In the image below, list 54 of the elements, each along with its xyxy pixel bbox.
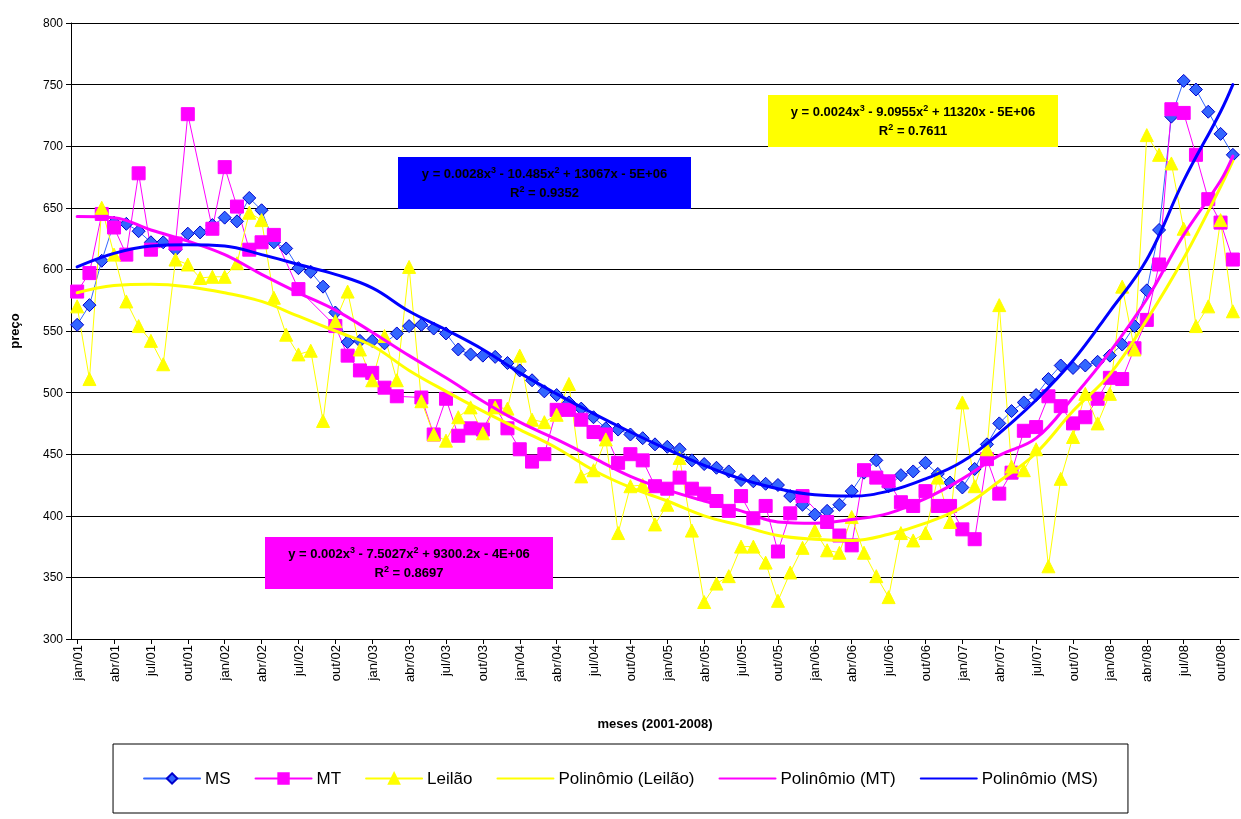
x-tick-label: jul/03 bbox=[438, 645, 454, 678]
x-axis-title: meses (2001-2008) bbox=[597, 716, 713, 731]
y-tick-label: 450 bbox=[42, 447, 64, 462]
x-tick-label: abr/06 bbox=[844, 645, 860, 682]
y-tick-label: 700 bbox=[42, 139, 64, 154]
x-tick-label: jan/03 bbox=[364, 645, 380, 682]
x-tick-label: abr/02 bbox=[254, 645, 270, 682]
x-tick-label: out/06 bbox=[917, 645, 933, 682]
equation-box: y = 0.002x$^{3}$ - 7.5027x$^{2}$ + 9300.2x - 4E+06 R$^{2}$ = 0.8697 bbox=[265, 537, 553, 589]
y-tick-label: 300 bbox=[42, 632, 64, 646]
x-tick-label: abr/03 bbox=[401, 645, 417, 682]
x-tick-label: abr/08 bbox=[1139, 645, 1155, 682]
y-tick-label: 550 bbox=[42, 324, 64, 338]
x-tick-label: jan/01 bbox=[69, 645, 85, 682]
y-tick-label: 800 bbox=[42, 16, 64, 30]
y-tick-label: 400 bbox=[42, 508, 64, 523]
x-tick-label: jul/06 bbox=[881, 645, 897, 678]
x-tick-label: jul/08 bbox=[1176, 645, 1192, 678]
x-tick-label: abr/07 bbox=[991, 645, 1007, 682]
legend-label: Polinômio (Leilão) bbox=[558, 769, 695, 788]
legend-label: MT bbox=[316, 769, 342, 788]
equation-box: y = 0.0028x$^{3}$ - 10.485x$^{2}$ + 13067x - 5E+06 R$^{2}$ = 0.9352 bbox=[398, 157, 691, 209]
x-tick-label: out/05 bbox=[770, 645, 786, 682]
y-tick-label: 750 bbox=[42, 77, 64, 92]
x-tick-label: out/02 bbox=[327, 645, 343, 682]
x-tick-label: jul/01 bbox=[143, 645, 159, 678]
legend-label: MS bbox=[205, 769, 231, 788]
x-tick-label: jan/02 bbox=[217, 645, 233, 682]
y-tick-label: 650 bbox=[42, 200, 64, 215]
x-tick-label: jul/05 bbox=[733, 645, 749, 678]
x-tick-label: out/04 bbox=[622, 645, 638, 682]
x-tick-label: abr/04 bbox=[549, 645, 565, 682]
x-tick-label: out/01 bbox=[180, 645, 196, 682]
x-tick-label: jul/04 bbox=[586, 645, 602, 678]
x-tick-label: jan/04 bbox=[512, 645, 528, 682]
x-tick-label: abr/01 bbox=[106, 645, 122, 682]
x-tick-label: jan/07 bbox=[954, 645, 970, 682]
equation-box: y = 0.0024x$^{3}$ - 9.0955x$^{2}$ + 11320x - 5E+06 R$^{2}$ = 0.7611 bbox=[768, 95, 1058, 147]
x-tick-label: jul/02 bbox=[290, 645, 306, 678]
legend-label: Polinômio (MS) bbox=[981, 769, 1098, 788]
x-tick-label: out/03 bbox=[475, 645, 491, 682]
y-tick-label: 500 bbox=[42, 385, 64, 400]
x-tick-label: jan/05 bbox=[659, 645, 675, 682]
x-tick-label: out/08 bbox=[1213, 645, 1229, 682]
x-tick-label: abr/05 bbox=[696, 645, 712, 682]
legend-label: Leilão bbox=[427, 769, 473, 788]
legend-label: Polinômio (MT) bbox=[780, 769, 896, 788]
x-tick-label: jan/06 bbox=[807, 645, 823, 682]
y-tick-label: 600 bbox=[42, 262, 64, 277]
y-tick-label: 350 bbox=[42, 570, 64, 585]
y-axis-title: preço bbox=[7, 313, 22, 349]
x-tick-label: jul/07 bbox=[1028, 645, 1044, 678]
x-tick-label: jan/08 bbox=[1102, 645, 1118, 682]
x-tick-label: out/07 bbox=[1065, 645, 1081, 682]
